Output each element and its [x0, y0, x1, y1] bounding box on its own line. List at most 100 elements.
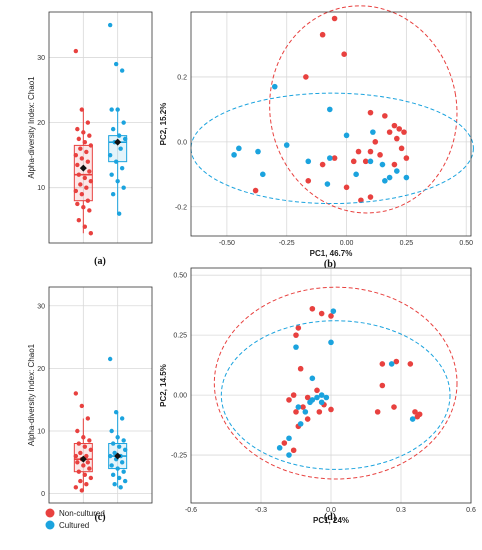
scatter-point [367, 158, 374, 165]
data-point [116, 475, 122, 481]
data-point [107, 356, 113, 362]
data-point [75, 460, 80, 465]
data-point [107, 22, 113, 28]
plot-background [191, 12, 471, 236]
scatter-point [318, 399, 325, 406]
data-point [73, 453, 79, 459]
x-tick-label: 0.00 [340, 240, 354, 247]
scatter-point [323, 394, 330, 401]
y-tick-label: -0.25 [171, 453, 187, 460]
scatter-point [293, 344, 299, 350]
panel-label: (c) [94, 512, 105, 523]
data-point [115, 435, 120, 440]
scatter-point [372, 139, 379, 145]
data-point [119, 68, 125, 73]
plot-frame [48, 286, 153, 504]
scatter-point [414, 413, 421, 420]
data-point [87, 133, 92, 138]
data-point [119, 416, 125, 421]
data-point [81, 130, 86, 135]
y-axis-label: PC2, 14.5% [159, 364, 168, 407]
data-point [113, 61, 119, 67]
x-tick-label: 0.6 [466, 507, 476, 514]
data-point [82, 472, 88, 478]
y-tick-label: 30 [37, 55, 45, 62]
y-tick-label: 0.50 [173, 273, 187, 280]
scatter-point [382, 113, 388, 119]
scatter-point [314, 394, 320, 401]
data-point [79, 488, 85, 493]
plot-background [49, 287, 152, 503]
data-point [110, 126, 116, 132]
scatter-point [316, 409, 323, 415]
data-point [121, 120, 126, 125]
plot-background [49, 12, 152, 243]
scatter-point [290, 392, 297, 398]
data-point [115, 107, 120, 112]
data-point [121, 469, 126, 474]
panel-label: (d) [324, 512, 336, 523]
x-tick-label: -0.50 [219, 240, 235, 247]
scatter-point [355, 148, 362, 155]
scatter-point [330, 308, 337, 314]
data-point [75, 126, 80, 132]
legend-label: Non-cultured [59, 509, 105, 518]
data-point [82, 175, 88, 181]
scatter-point [259, 171, 266, 178]
scatter-point [391, 404, 397, 410]
data-point [116, 211, 122, 216]
y-tick-label: 0.0 [177, 139, 187, 146]
scatter-point [394, 135, 400, 142]
data-point [81, 463, 86, 468]
data-point [87, 169, 92, 174]
data-point [109, 463, 114, 468]
data-point [107, 453, 113, 459]
scatter-point [367, 109, 374, 116]
x-axis-label: PC1, 24% [313, 516, 349, 525]
scatter-point [314, 387, 320, 394]
data-point [88, 447, 94, 452]
chart-panel-a: 10 20 30 Alpha-diversity Index: Chao1 (a) [27, 11, 153, 267]
scatter-point [255, 148, 261, 155]
plot-frame [190, 11, 472, 237]
scatter-point [367, 148, 374, 155]
scatter-point [293, 332, 299, 338]
scatter-point [388, 361, 395, 367]
scatter-point [290, 447, 297, 454]
data-point [82, 224, 88, 229]
scatter-point [286, 397, 292, 403]
scatter-point [362, 158, 369, 165]
data-point [118, 485, 123, 490]
data-point [115, 466, 120, 471]
y-axis-label: Alpha-diversity Index: Chao1 [27, 343, 36, 446]
data-point [75, 201, 80, 207]
scatter-point [283, 142, 290, 148]
data-point [122, 447, 128, 452]
scatter-point [293, 409, 299, 415]
scatter-point [386, 129, 393, 135]
scatter-point [324, 181, 331, 187]
scatter-point [382, 178, 388, 184]
scatter-point [305, 158, 312, 165]
data-point [76, 172, 82, 177]
panel-label: (a) [94, 256, 106, 267]
y-tick-label: -0.2 [175, 204, 187, 211]
mean-marker [79, 164, 87, 172]
scatter-point [379, 161, 386, 168]
scatter-point [403, 174, 410, 181]
data-point [87, 466, 92, 471]
data-point [82, 139, 88, 145]
data-point [121, 185, 126, 190]
scatter-point [391, 122, 398, 129]
scatter-point [328, 313, 334, 319]
data-point [116, 444, 122, 449]
scatter-point [319, 161, 326, 168]
scatter-point [286, 435, 292, 442]
data-point [76, 218, 82, 223]
scatter-point [386, 174, 393, 181]
scatter-point [379, 361, 386, 367]
mean-marker [114, 138, 122, 146]
data-point [78, 478, 83, 484]
data-point [76, 136, 82, 142]
